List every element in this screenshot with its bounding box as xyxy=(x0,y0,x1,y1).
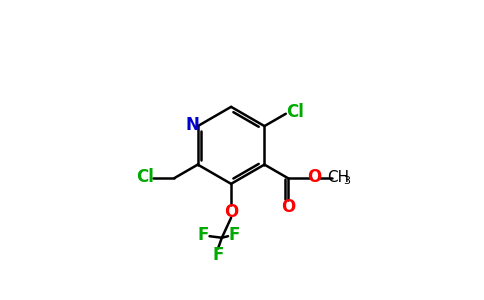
Text: Cl: Cl xyxy=(136,168,154,186)
Text: F: F xyxy=(197,226,209,244)
Text: O: O xyxy=(224,202,238,220)
Text: Cl: Cl xyxy=(286,103,304,121)
Text: F: F xyxy=(212,246,224,264)
Text: O: O xyxy=(308,168,322,186)
Text: 3: 3 xyxy=(344,176,350,186)
Text: CH: CH xyxy=(328,170,349,185)
Text: F: F xyxy=(228,226,240,244)
Text: N: N xyxy=(185,116,199,134)
Text: O: O xyxy=(281,198,295,216)
